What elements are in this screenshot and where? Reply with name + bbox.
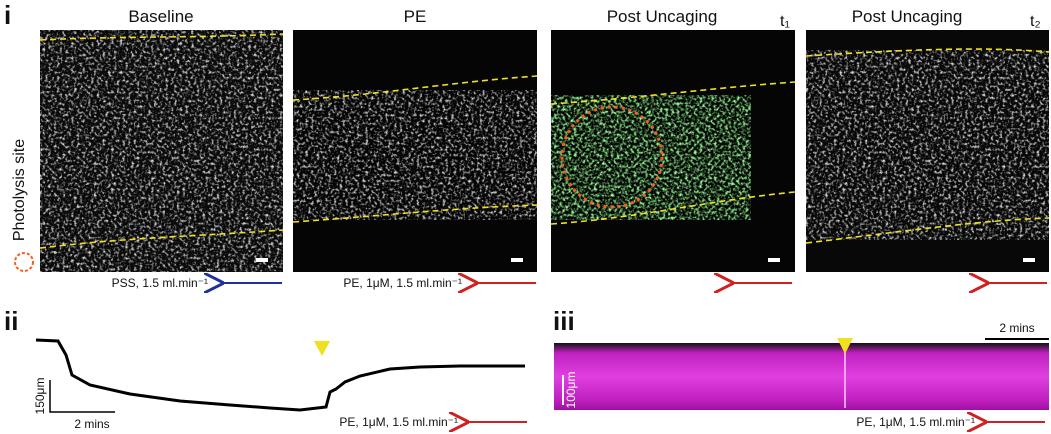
scale-bar bbox=[50, 380, 115, 412]
scale-label: 2 mins bbox=[74, 417, 109, 431]
flow-label: PSS, 1.5 ml.min⁻¹ bbox=[112, 276, 208, 290]
site-icon bbox=[15, 253, 33, 271]
scale-label: 150μm bbox=[33, 378, 47, 415]
side-label: Photolysis site bbox=[11, 139, 28, 241]
image-2 bbox=[293, 30, 537, 272]
image-title: Baseline bbox=[128, 7, 193, 26]
image-3 bbox=[551, 30, 795, 272]
flow-label: PE, 1μM, 1.5 ml.min⁻¹ bbox=[339, 415, 458, 429]
time-label: t₂ bbox=[1030, 13, 1041, 30]
flow-label: PE, 1μM, 1.5 ml.min⁻¹ bbox=[343, 276, 462, 290]
image-4 bbox=[806, 30, 1049, 272]
panel-label: i bbox=[4, 0, 11, 30]
trace bbox=[36, 340, 525, 410]
panel-label: iii bbox=[553, 306, 575, 336]
kymograph bbox=[554, 343, 1049, 410]
time-label: t₁ bbox=[780, 13, 790, 30]
image-title: Post Uncaging bbox=[852, 7, 963, 26]
marker bbox=[314, 341, 330, 356]
image-1 bbox=[40, 30, 283, 272]
figure: i Photolysis site Baseline PE Post Uncag… bbox=[0, 0, 1051, 434]
panel-label: ii bbox=[4, 306, 18, 336]
image-title: PE bbox=[404, 7, 427, 26]
scale-label: 100μm bbox=[564, 372, 578, 409]
scale-label: 2 mins bbox=[999, 321, 1034, 335]
image-title: Post Uncaging bbox=[607, 7, 718, 26]
flow-label: PE, 1μM, 1.5 ml.min⁻¹ bbox=[856, 415, 975, 429]
